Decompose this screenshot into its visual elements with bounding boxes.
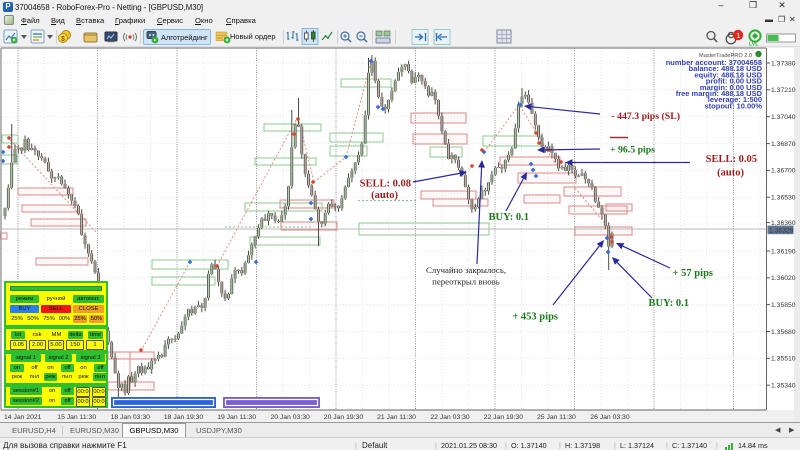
svg-text:26 Jan 03:30: 26 Jan 03:30: [590, 414, 630, 421]
svg-text:20 Jan 19:30: 20 Jan 19:30: [324, 414, 364, 421]
svg-text:1.37040: 1.37040: [771, 114, 796, 121]
svg-text:(auto): (auto): [371, 190, 398, 201]
svg-text:1.36360: 1.36360: [771, 220, 796, 227]
svg-text:20 Jan 03:30: 20 Jan 03:30: [271, 414, 311, 421]
svg-text:18 Jan 19:30: 18 Jan 19:30: [164, 414, 204, 421]
svg-text:BUY: 0.1: BUY: 0.1: [489, 212, 529, 223]
svg-text:SELL: 0.08: SELL: 0.08: [360, 179, 411, 190]
svg-text:21 Jan 11:30: 21 Jan 11:30: [377, 414, 416, 421]
svg-text:leverage: 1:500: leverage: 1:500: [708, 95, 762, 104]
svg-text:(auto): (auto): [717, 168, 744, 179]
svg-text:15 Jan 11:30: 15 Jan 11:30: [57, 414, 96, 421]
svg-text:stopout: 10.00%: stopout: 10.00%: [704, 101, 762, 110]
svg-text:1.36700: 1.36700: [771, 168, 796, 175]
svg-text:1.35340: 1.35340: [771, 383, 796, 390]
svg-text:+ 453 pips: + 453 pips: [512, 312, 558, 323]
svg-text:LVL: LVL: [749, 42, 759, 48]
svg-text:25 Jan 11:30: 25 Jan 11:30: [537, 414, 576, 421]
svg-text:BUY: 0.1: BUY: 0.1: [649, 298, 689, 309]
svg-text:margin: 0.00 USD: margin: 0.00 USD: [700, 83, 763, 92]
svg-text:22 Jan 03:30: 22 Jan 03:30: [430, 414, 470, 421]
svg-text:1.36190: 1.36190: [771, 248, 796, 255]
svg-text:1.36329: 1.36329: [769, 227, 794, 234]
svg-text:equity: 488.18 USD: equity: 488.18 USD: [694, 70, 762, 79]
svg-text:SELL: 0.05: SELL: 0.05: [706, 154, 757, 165]
svg-text:1.36530: 1.36530: [771, 195, 796, 202]
svg-text:1.36870: 1.36870: [771, 141, 796, 148]
svg-text:1.35850: 1.35850: [771, 302, 796, 309]
svg-text:$: $: [61, 36, 65, 43]
svg-text:+ 57 pips: + 57 pips: [673, 268, 713, 279]
svg-text:Случайно закрылось,: Случайно закрылось,: [426, 265, 506, 275]
svg-text:- 447.3 pips (SL): - 447.3 pips (SL): [611, 111, 680, 122]
svg-text:1.37210: 1.37210: [771, 87, 796, 94]
svg-text:number account: 37004658: number account: 37004658: [666, 58, 762, 67]
svg-text:19 Jan 11:30: 19 Jan 11:30: [217, 414, 256, 421]
svg-text:переоткрыл вновь: переоткрыл вновь: [432, 277, 500, 287]
svg-text:free margin: 488.18 USD: free margin: 488.18 USD: [676, 89, 763, 98]
svg-text:MasterTradePRO 2.0: MasterTradePRO 2.0: [699, 53, 752, 59]
svg-text:22 Jan 19:30: 22 Jan 19:30: [484, 414, 524, 421]
svg-text:1.36020: 1.36020: [771, 275, 796, 282]
svg-text:1.37380: 1.37380: [771, 60, 796, 67]
svg-text:1.35680: 1.35680: [771, 329, 796, 336]
svg-text:balance: 488.18 USD: balance: 488.18 USD: [689, 64, 763, 73]
svg-text:14 Jan 2021: 14 Jan 2021: [4, 414, 42, 421]
svg-text:+ 96.5 pips: + 96.5 pips: [610, 145, 655, 156]
svg-text:profit: 0.00 USD: profit: 0.00 USD: [706, 77, 763, 86]
svg-text:1: 1: [736, 31, 740, 40]
svg-text:1.35510: 1.35510: [771, 356, 796, 363]
svg-text:18 Jan 03:30: 18 Jan 03:30: [111, 414, 151, 421]
